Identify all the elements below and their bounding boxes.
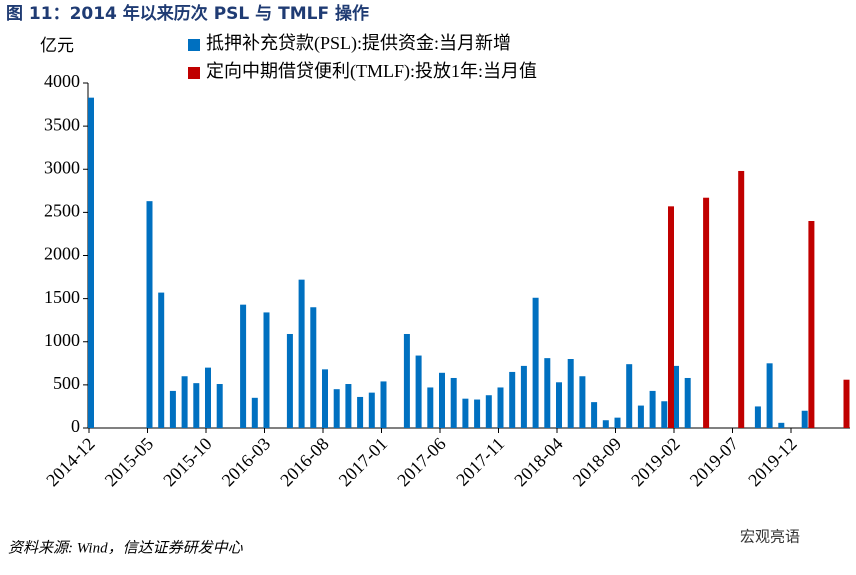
x-tick-label: 2018-04 [510,434,567,491]
x-tick-label: 2016-03 [218,434,275,491]
bar [738,170,745,428]
bar [380,381,387,428]
bar [205,367,211,428]
bar [322,369,328,428]
bar [146,201,153,428]
bar [673,365,679,428]
bar [766,363,773,428]
y-unit: 亿元 [40,36,74,55]
x-tick-label: 2015-05 [101,434,158,491]
bar [439,372,445,428]
x-tick-label: 2017-11 [452,434,508,490]
bar [450,377,457,428]
y-tick-label: 500 [53,373,80,393]
y-tick-label: 4000 [44,71,80,91]
x-tick-label: 2014-12 [42,434,99,491]
watermark: 宏观亮语 [740,528,800,546]
bar [263,312,270,428]
bar [556,382,562,428]
bar [88,97,94,428]
y-tick-label: 1000 [44,330,80,350]
bar [602,420,609,428]
legend-swatch [188,39,200,51]
y-tick-label: 0 [71,416,80,436]
bar [251,397,258,428]
bar [579,376,586,428]
x-tick-label: 2018-09 [569,434,626,491]
y-tick-label: 1500 [44,287,80,307]
bar [754,406,761,428]
bar [169,390,176,428]
bar [778,422,785,428]
legend-label: 抵押补充贷款(PSL):提供资金:当月新增 [206,33,511,54]
y-tick-label: 2000 [44,244,80,264]
bar [286,333,293,428]
bar [661,401,668,428]
y-tick-label: 3000 [44,157,80,177]
bar [485,395,492,428]
legend-label: 定向中期借贷便利(TMLF):投放1年:当月值 [206,61,537,82]
bar [684,377,691,428]
bar [240,304,247,428]
bar [808,221,815,428]
bar [497,387,504,428]
x-tick-label: 2016-08 [276,434,333,491]
bar [216,384,223,428]
y-tick-label: 2500 [44,201,80,221]
bar [158,292,165,428]
bar [591,402,598,428]
bar [509,371,516,428]
bar [181,376,188,428]
bar [544,358,551,428]
bar [520,365,527,428]
bar [532,297,539,428]
bar [427,387,434,428]
bar [703,197,710,428]
bar [345,384,352,428]
x-tick-label: 2019-12 [744,434,801,491]
bar [626,364,633,428]
bar [368,392,375,428]
bar [668,206,674,428]
bar [357,396,364,428]
legend-swatch [188,67,200,79]
bar [567,359,574,428]
bar [298,279,305,428]
bar [614,417,621,428]
x-tick-label: 2017-06 [393,434,450,491]
x-tick-label: 2019-02 [627,434,684,491]
x-tick-label: 2015-10 [159,434,216,491]
bar [649,390,656,428]
source: 资料来源: Wind，信达证券研发中心 [8,539,244,556]
chart-title: 图 11：2014 年以来历次 PSL 与 TMLF 操作 [6,3,369,24]
bar [403,333,410,428]
bar [193,383,200,428]
bar [637,405,644,428]
bar [462,398,469,428]
x-tick-label: 2017-01 [335,434,392,491]
bar [801,410,808,428]
bar [333,389,340,428]
bar [310,307,317,428]
bar [843,379,850,428]
x-tick-label: 2019-07 [686,434,743,491]
bar [415,355,422,428]
y-tick-label: 3500 [44,114,80,134]
bar [474,399,481,428]
